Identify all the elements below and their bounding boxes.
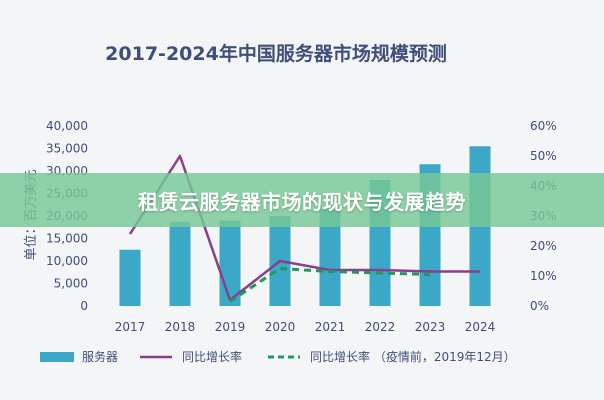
x-axis-ticks: 2017 2018 2019 2020 2021 2022 2023 2024 [115, 320, 496, 334]
y-tick-label: 15,000 [46, 232, 88, 246]
y2-tick-label: 60% [530, 119, 557, 133]
y2-tick-label: 0% [530, 299, 549, 313]
bar [119, 249, 141, 306]
legend-label: 同比增长率 [182, 349, 242, 364]
title-banner: 租赁云服务器市场的现状与发展趋势 [0, 173, 604, 227]
bar [319, 209, 341, 306]
y2-tick-label: 50% [530, 149, 557, 163]
x-tick-label: 2017 [115, 320, 146, 334]
x-tick-label: 2024 [465, 320, 496, 334]
legend-swatch-bar [40, 352, 74, 362]
y2-tick-label: 20% [530, 239, 557, 253]
x-tick-label: 2022 [365, 320, 396, 334]
y2-tick-label: 10% [530, 269, 557, 283]
chart-title: 2017-2024年中国服务器市场规模预测 [105, 42, 447, 65]
y-tick-label: 35,000 [46, 142, 88, 156]
y-tick-label: 0 [80, 299, 88, 313]
legend: 服务器 同比增长率 同比增长率 （疫情前，2019年12月） [40, 349, 516, 364]
x-tick-label: 2021 [315, 320, 346, 334]
x-tick-label: 2019 [215, 320, 246, 334]
legend-label: 同比增长率 （疫情前，2019年12月） [310, 349, 516, 364]
x-tick-label: 2018 [165, 320, 196, 334]
bar [169, 221, 191, 306]
legend-label: 服务器 [82, 349, 118, 364]
y-tick-label: 5,000 [54, 277, 88, 291]
banner-title: 租赁云服务器市场的现状与发展趋势 [138, 189, 466, 214]
x-tick-label: 2020 [265, 320, 296, 334]
y-tick-label: 40,000 [46, 119, 88, 133]
y-tick-label: 10,000 [46, 254, 88, 268]
x-tick-label: 2023 [415, 320, 446, 334]
dashed-series-line [229, 267, 431, 303]
